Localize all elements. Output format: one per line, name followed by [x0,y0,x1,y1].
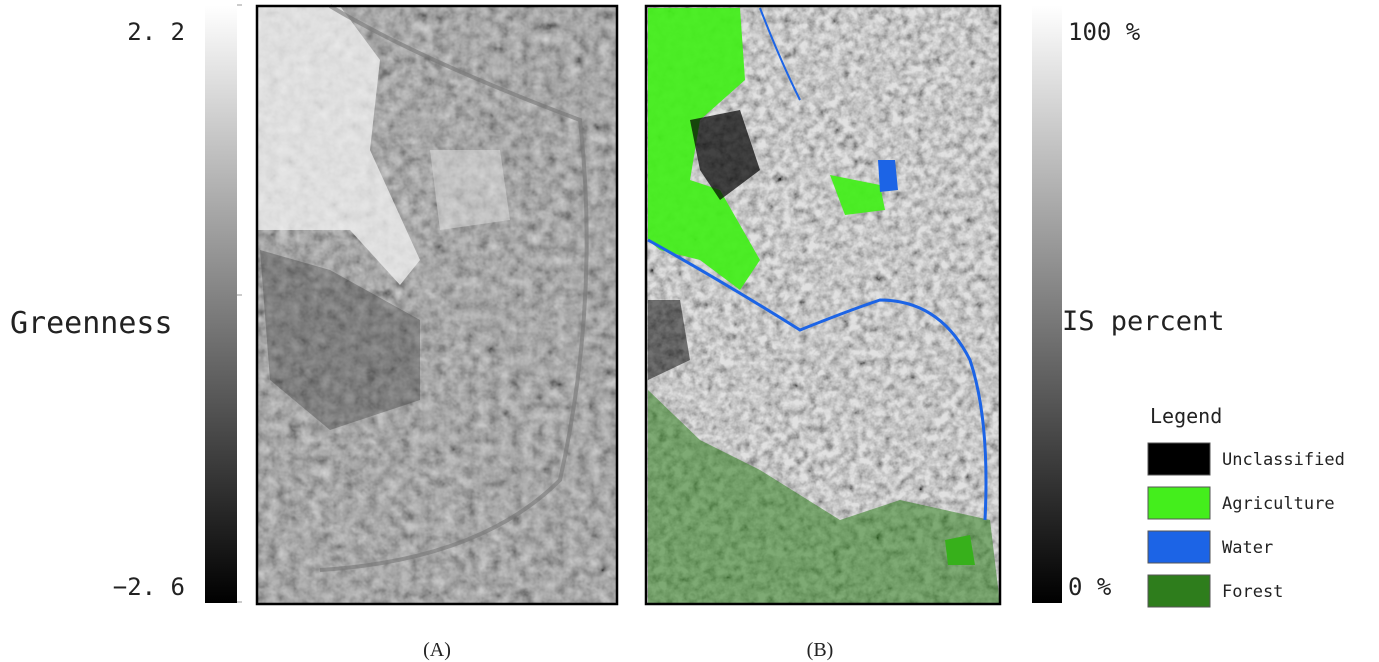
colorbar-max: 100 % [1068,18,1141,46]
colorbar-min: 0 % [1068,573,1112,601]
legend: Legend Unclassified Agriculture Water Fores… [1148,404,1345,607]
legend-label: Agriculture [1222,494,1335,514]
legend-swatch [1148,531,1210,563]
legend-label: Water [1222,538,1273,558]
map-panel-a [257,6,617,604]
colorbar-title: IS percent [1062,306,1225,337]
panel-caption: (A) [423,639,451,661]
legend-swatch [1148,575,1210,607]
greenness-colorbar [205,5,237,603]
legend-swatch [1148,487,1210,519]
legend-label: Forest [1222,582,1283,602]
map-panel-b [646,6,1000,604]
legend-label: Unclassified [1222,450,1345,470]
colorbar-max: 2. 2 [127,18,185,46]
panel-caption: (B) [807,639,834,661]
legend-title: Legend [1150,404,1222,428]
figure: 2. 2 −2. 6 Greenness 100 % 0 % IS percen… [0,0,1379,662]
colorbar-title: Greenness [10,306,173,341]
is-percent-colorbar [1032,5,1062,603]
colorbar-min: −2. 6 [113,573,185,601]
legend-swatch [1148,443,1210,475]
